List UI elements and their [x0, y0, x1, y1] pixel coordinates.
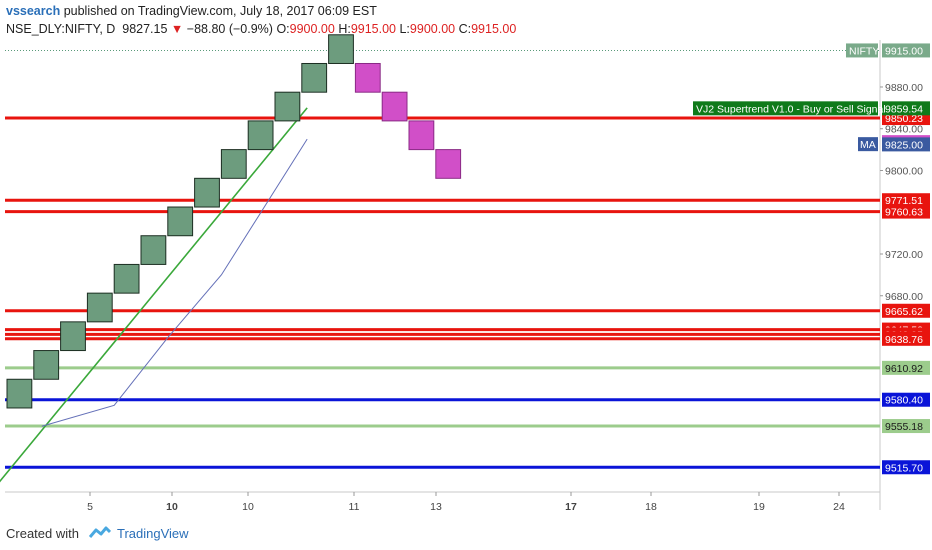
ma-label-bg	[858, 137, 878, 152]
renko-brick-up	[60, 321, 86, 352]
tradingview-brand[interactable]: TradingView	[116, 525, 189, 541]
created-with-label: Created with	[6, 525, 79, 541]
footer: Created with TradingView	[6, 520, 189, 546]
x-tick-label: 5	[87, 501, 93, 513]
renko-brick-up	[33, 350, 60, 380]
renko-brick-up	[247, 120, 274, 151]
supertrend-label: VJ2 Supertrend V1.0 - Buy or Sell Signal	[696, 103, 886, 115]
level-price-tag-bg	[882, 460, 930, 475]
high-label: H:	[338, 22, 351, 36]
low-label: L:	[399, 22, 410, 36]
renko-brick-down	[354, 62, 381, 93]
level-price-tag-bg	[882, 360, 930, 375]
renko-brick-up	[167, 206, 194, 237]
symbol-info-line: NSE_DLY:NIFTY, D 9827.15 ▼ −88.80 (−0.9%…	[6, 20, 516, 38]
high-value: 9915.00	[350, 22, 396, 36]
y-tick-label: 9840.00	[885, 124, 923, 136]
y-tick-label: 9680.00	[885, 291, 923, 303]
renko-brick-up	[194, 177, 220, 208]
renko-brick-down	[435, 149, 462, 179]
close-label: C:	[458, 22, 472, 36]
level-price-tag: 9610.92	[885, 363, 923, 375]
level-price-tag: 9638.76	[885, 334, 923, 346]
renko-brick-up	[6, 378, 33, 409]
low-value: 9900.00	[409, 22, 456, 36]
renko-brick-up	[113, 263, 140, 294]
down-arrow-icon: ▼	[170, 22, 184, 36]
renko-brick-up	[274, 91, 301, 122]
level-price-tag-bg	[882, 331, 930, 346]
x-tick-label: 10	[242, 501, 254, 513]
tradingview-logo-icon	[88, 526, 111, 538]
x-tick-label: 10	[166, 501, 178, 513]
supertrend-label-bg	[693, 101, 878, 116]
level-price-tag: 9850.23	[885, 113, 923, 125]
renko-brick-up	[140, 235, 167, 265]
supertrend-price-tag: 9859.54	[885, 103, 923, 115]
level-price-tag: 9580.40	[885, 395, 923, 407]
open-label: O:	[276, 22, 290, 36]
renko-brick-down	[408, 120, 435, 151]
secondary-price-tag-bg	[882, 137, 930, 152]
renko-brick-down	[381, 91, 408, 122]
x-tick-label: 19	[753, 501, 765, 513]
publish-header: vssearch published on TradingView.com, J…	[6, 2, 377, 20]
author-name[interactable]: vssearch	[6, 4, 61, 18]
level-price-tag-bg	[882, 392, 930, 407]
level-price-tag-bg	[882, 419, 930, 434]
level-price-tag: 9665.62	[885, 306, 923, 318]
last-price: 9827.15	[122, 22, 168, 36]
x-tick-label: 11	[349, 501, 360, 513]
nifty-price-tag-bg	[882, 43, 930, 58]
nifty-label-bg	[846, 43, 878, 58]
y-tick-label: 9800.00	[885, 165, 923, 177]
ma-label: MA	[860, 139, 876, 151]
renko-brick-up	[328, 34, 354, 64]
level-price-tag: 9515.70	[885, 462, 923, 474]
ma-blue-line	[41, 138, 308, 427]
y-tick-label: 9880.00	[885, 82, 923, 94]
close-value: 9915.00	[471, 22, 517, 36]
level-price-tag: 9555.18	[885, 421, 923, 433]
nifty-price-tag: 9915.00	[885, 45, 923, 57]
level-price-tag: 9760.63	[885, 207, 923, 219]
x-tick-label: 18	[645, 501, 657, 513]
renko-brick-up	[301, 62, 328, 93]
x-tick-label: 17	[565, 501, 577, 513]
supertrend-price-tag-bg	[882, 101, 930, 116]
plot-area	[5, 40, 880, 492]
level-price-tag-bg	[882, 303, 930, 318]
level-price-tag-bg	[882, 193, 930, 208]
price-change: −88.80 (−0.9%)	[186, 22, 273, 36]
open-value: 9900.00	[289, 22, 335, 36]
publish-info: published on TradingView.com, July 18, 2…	[63, 4, 377, 18]
level-price-tag-bg	[882, 204, 930, 219]
y-tick-label: 9720.00	[885, 249, 923, 261]
renko-brick-up	[220, 149, 247, 179]
x-tick-label: 13	[430, 501, 442, 513]
renko-chart[interactable]: 9880.00 9840.00 9800.00 9720.00 9680.00 9850.…	[0, 0, 932, 520]
nifty-label: NIFTY	[849, 45, 879, 57]
secondary-price-tag: 9825.00	[885, 139, 923, 151]
renko-brick-up	[86, 292, 113, 323]
x-tick-label: 24	[833, 501, 845, 513]
symbol-name[interactable]: NSE_DLY:NIFTY, D	[6, 22, 116, 36]
level-price-tag: 9771.51	[885, 195, 923, 207]
